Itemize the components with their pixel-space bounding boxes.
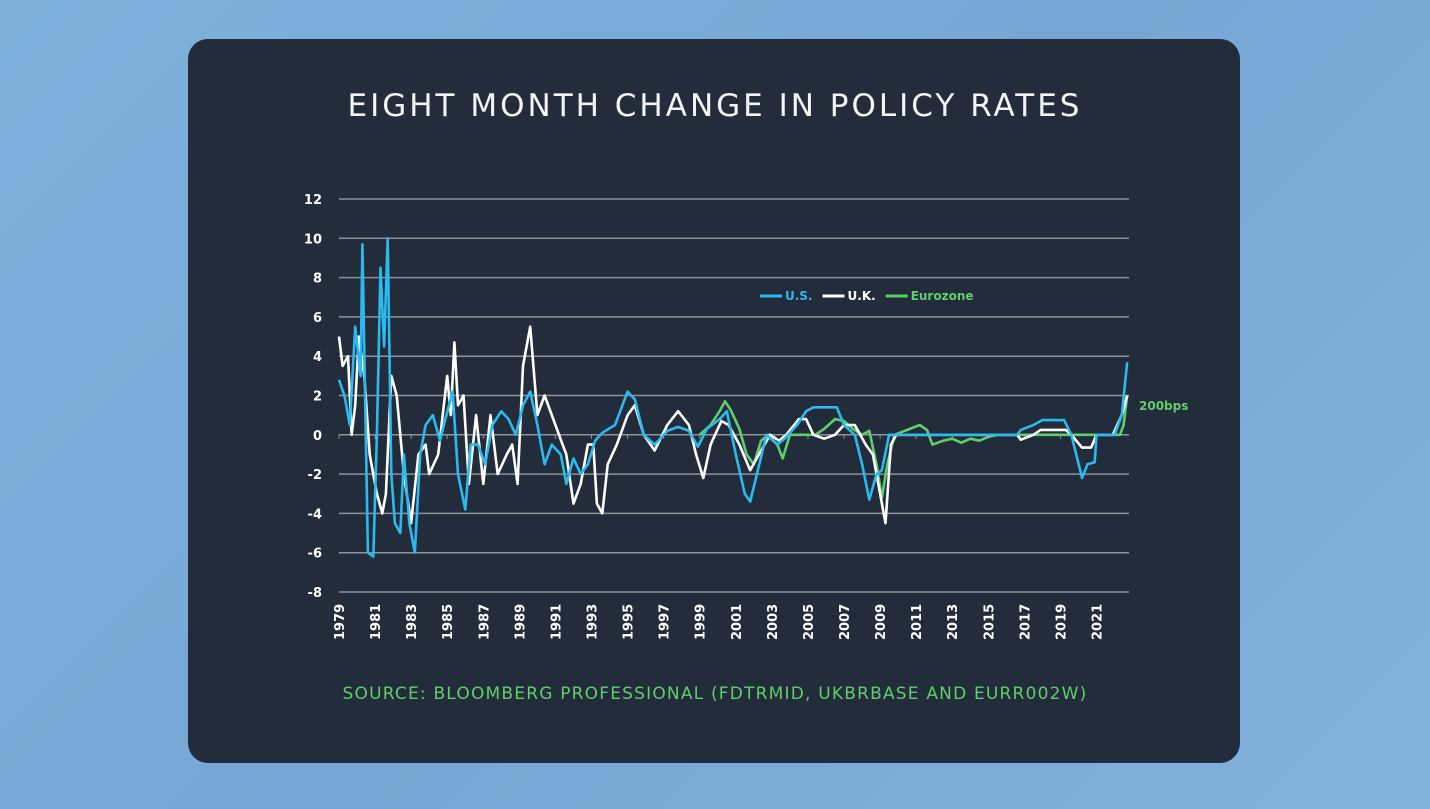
y-tick-label: -2 [308,468,322,483]
x-tick-label: 1989 [513,604,528,640]
x-tick-label: 1981 [369,604,384,640]
x-tick-label: 2005 [802,604,817,640]
x-tick-label: 2017 [1018,604,1033,640]
y-tick-label: 6 [313,311,322,326]
y-tick-label: 8 [313,272,322,287]
x-tick-label: 1997 [658,604,673,640]
x-tick-label: 2019 [1054,604,1069,640]
y-tick-label: -4 [308,507,322,522]
series-line-eurozone [698,395,1129,499]
series-line-uk [337,325,1129,525]
x-tick-label: 2001 [730,604,745,640]
annotation-label: 200bps [1139,399,1188,413]
y-tick-label: 12 [304,193,322,208]
series-line-us [337,237,1129,558]
legend-label: U.S. [785,289,813,303]
x-tick-label: 2009 [874,604,889,640]
x-tick-label: 1991 [549,604,564,640]
legend-label: Eurozone [911,289,974,303]
legend-label: U.K. [848,289,876,303]
y-tick-label: -6 [308,547,322,562]
chart-source: SOURCE: BLOOMBERG PROFESSIONAL (FDTRMID,… [342,684,1088,704]
y-tick-label: 2 [313,390,322,405]
x-tick-label: 2003 [766,604,781,640]
x-tick-label: 2007 [838,604,853,640]
x-tick-label: 2013 [946,604,961,640]
y-tick-label: -8 [308,586,322,601]
y-tick-label: 0 [313,429,322,444]
x-tick-label: 1993 [586,604,601,640]
x-tick-label: 1985 [441,604,456,640]
x-tick-label: 1995 [622,604,637,640]
y-tick-label: 10 [304,232,322,247]
chart-card [188,39,1240,763]
x-tick-label: 1983 [405,604,420,640]
x-tick-label: 2011 [910,604,925,640]
y-tick-label: 4 [313,350,322,365]
chart-title: EIGHT MONTH CHANGE IN POLICY RATES [347,88,1083,124]
x-tick-label: 1987 [477,604,492,640]
x-tick-label: 1999 [694,604,709,640]
x-tick-label: 2021 [1091,604,1106,640]
x-tick-label: 1979 [333,604,348,640]
x-tick-label: 2015 [982,604,997,640]
